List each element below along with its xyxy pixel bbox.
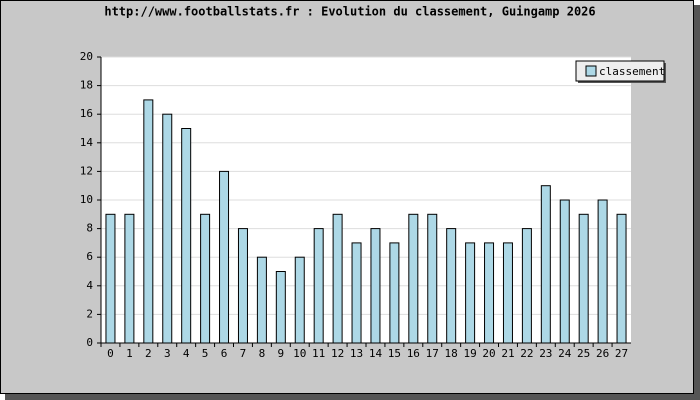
bar	[181, 128, 192, 344]
x-tick-label: 3	[164, 347, 171, 360]
bar	[465, 242, 476, 344]
bar	[578, 213, 589, 344]
x-tick-label: 21	[501, 347, 514, 360]
x-tick-label: 23	[539, 347, 552, 360]
x-tick-label: 17	[426, 347, 439, 360]
x-tick-label: 9	[278, 347, 285, 360]
x-tick-label: 27	[615, 347, 628, 360]
y-tick-label: 20	[80, 50, 93, 63]
x-tick-label: 14	[369, 347, 383, 360]
x-tick-label: 25	[577, 347, 590, 360]
bar	[484, 242, 495, 344]
bar	[162, 113, 173, 344]
legend-swatch	[585, 65, 597, 77]
bar	[616, 213, 627, 344]
bar	[351, 242, 362, 344]
bar	[200, 213, 211, 344]
bar	[143, 99, 154, 344]
x-tick-label: 26	[596, 347, 609, 360]
y-tick-label: 0	[86, 336, 93, 349]
bar	[313, 228, 324, 344]
bar	[256, 256, 267, 344]
bar	[275, 271, 286, 344]
x-tick-label: 10	[293, 347, 306, 360]
bar	[124, 213, 135, 344]
y-tick-label: 8	[86, 222, 93, 235]
x-tick-label: 5	[202, 347, 209, 360]
legend-box	[575, 60, 665, 82]
legend-label: classement	[599, 65, 665, 78]
chart-title: http://www.footballstats.fr : Evolution …	[104, 5, 595, 19]
x-tick-label: 1	[126, 347, 133, 360]
y-tick-label: 16	[80, 107, 93, 120]
x-tick-label: 8	[259, 347, 266, 360]
y-tick-label: 6	[86, 250, 93, 263]
bar	[446, 228, 457, 344]
bar	[597, 199, 608, 344]
x-tick-label: 6	[221, 347, 228, 360]
x-tick-label: 7	[240, 347, 247, 360]
x-tick-label: 11	[312, 347, 325, 360]
bar	[559, 199, 570, 344]
bar	[502, 242, 513, 344]
x-tick-label: 22	[520, 347, 533, 360]
bar	[427, 213, 438, 344]
bar	[389, 242, 400, 344]
y-tick-label: 4	[86, 279, 93, 292]
y-tick-label: 10	[80, 193, 93, 206]
x-tick-label: 13	[350, 347, 363, 360]
x-tick-label: 0	[107, 347, 114, 360]
x-tick-label: 20	[482, 347, 495, 360]
bar	[219, 170, 230, 344]
bar	[521, 228, 532, 344]
x-tick-label: 2	[145, 347, 152, 360]
x-tick-label: 19	[463, 347, 476, 360]
bar	[294, 256, 305, 344]
x-tick-label: 16	[407, 347, 420, 360]
x-tick-label: 24	[558, 347, 572, 360]
x-tick-label: 15	[388, 347, 401, 360]
y-tick-label: 12	[80, 164, 93, 177]
x-tick-label: 4	[183, 347, 190, 360]
bar	[105, 213, 116, 344]
bar	[370, 228, 381, 344]
y-tick-label: 18	[80, 79, 93, 92]
bar	[540, 185, 551, 344]
bar	[408, 213, 419, 344]
y-tick-label: 14	[80, 136, 94, 149]
bar	[237, 228, 248, 344]
x-tick-label: 12	[331, 347, 344, 360]
bar	[332, 213, 343, 344]
y-tick-label: 2	[86, 307, 93, 320]
x-tick-label: 18	[445, 347, 458, 360]
